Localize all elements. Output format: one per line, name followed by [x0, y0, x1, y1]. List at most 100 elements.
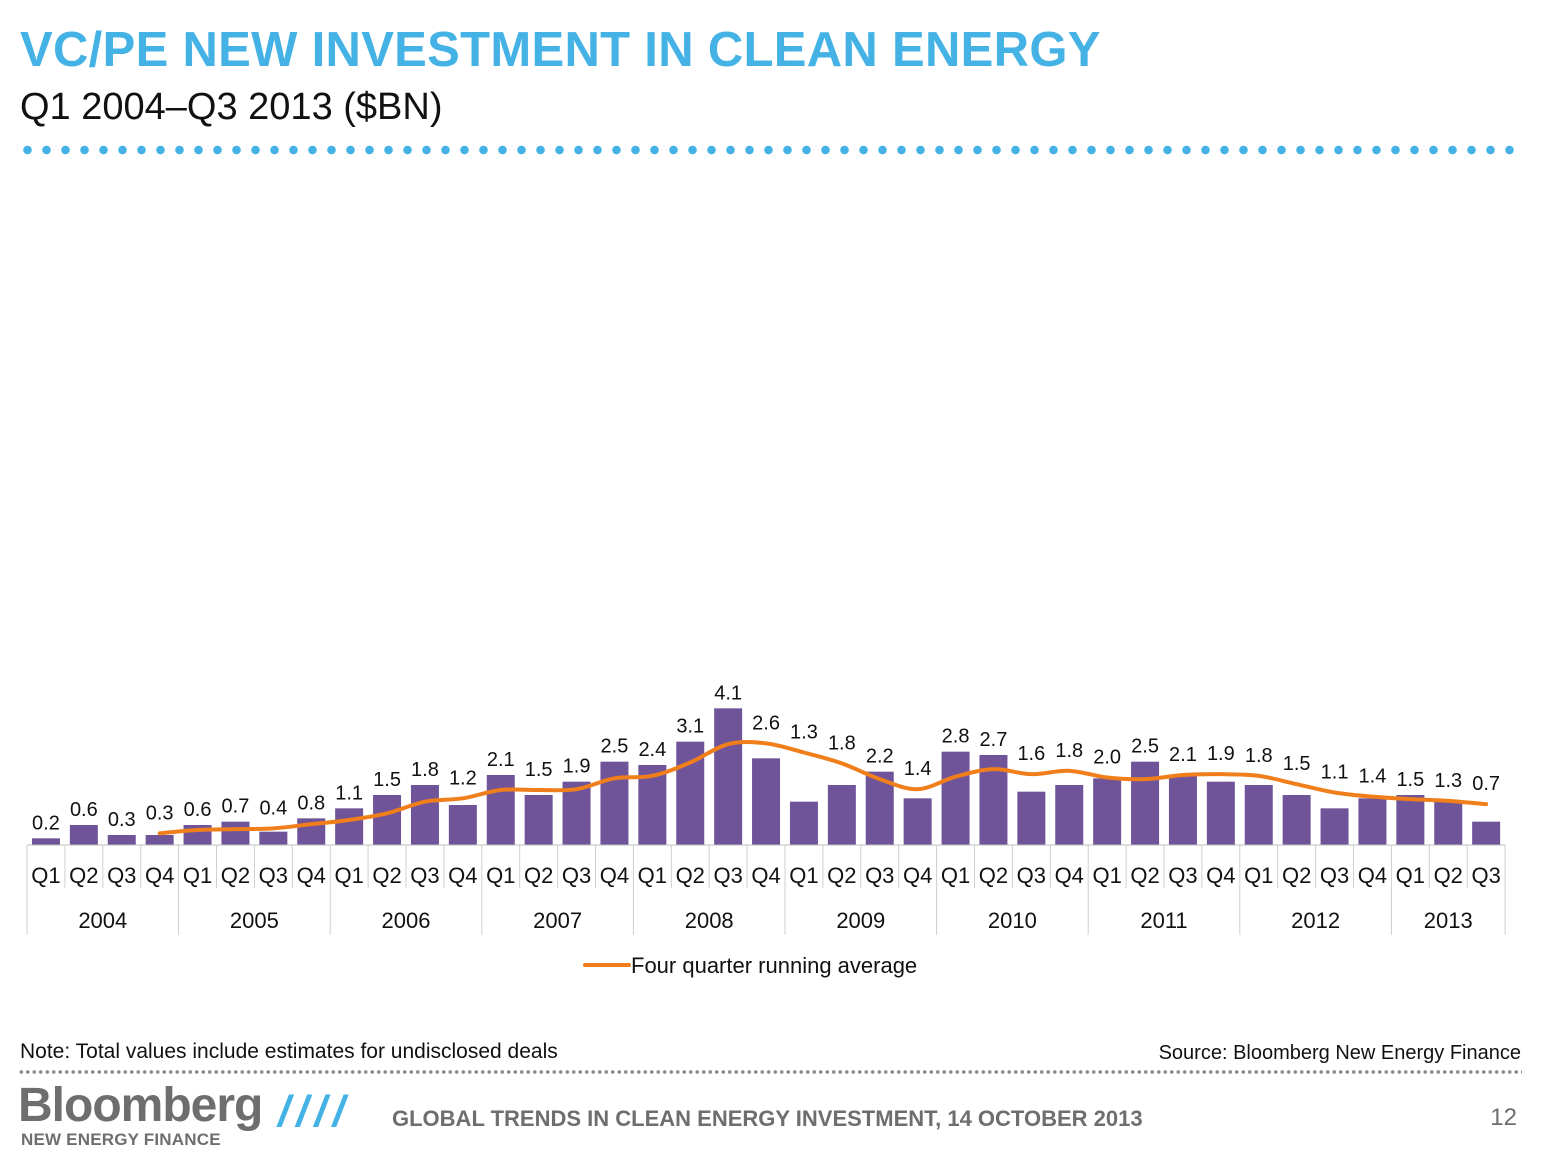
- bar: [335, 808, 364, 845]
- data-label: 2.2: [866, 746, 894, 768]
- bar: [600, 761, 629, 845]
- x-tick-label: Q4: [1055, 863, 1084, 888]
- data-label: 0.2: [32, 812, 60, 834]
- x-tick-label: Q2: [221, 863, 250, 888]
- x-tick-label: Q1: [486, 863, 515, 888]
- x-tick-label: Q1: [31, 863, 60, 888]
- data-label: 1.9: [563, 756, 591, 778]
- data-label: 2.6: [752, 712, 780, 734]
- bar: [1358, 798, 1387, 845]
- bar: [752, 758, 781, 845]
- footer-dotted-divider: [18, 1068, 1522, 1076]
- bar: [410, 785, 439, 845]
- data-label: 1.1: [335, 782, 363, 804]
- data-label: 1.4: [904, 758, 932, 780]
- x-tick-label: Q1: [183, 863, 212, 888]
- data-label: 1.8: [1245, 745, 1273, 767]
- data-label: 1.8: [828, 732, 856, 754]
- x-tick-label: Q1: [789, 863, 818, 888]
- data-label: 2.8: [942, 726, 970, 748]
- x-tick-label: Q4: [448, 863, 477, 888]
- data-label: 0.3: [146, 802, 174, 824]
- x-tick-label: Q3: [1017, 863, 1046, 888]
- bar: [1282, 795, 1311, 845]
- source-note: Source: Bloomberg New Energy Finance: [1158, 1042, 1521, 1064]
- bar: [31, 838, 60, 845]
- x-tick-label: Q4: [903, 863, 932, 888]
- data-label: 1.5: [1283, 753, 1311, 775]
- x-tick-label: Q2: [1130, 863, 1159, 888]
- year-label: 2004: [78, 908, 127, 933]
- bar: [941, 751, 970, 845]
- x-tick-label: Q3: [562, 863, 591, 888]
- x-tick-label: Q4: [297, 863, 326, 888]
- x-tick-label: Q3: [1471, 863, 1500, 888]
- year-label: 2011: [1140, 908, 1187, 933]
- bar: [221, 821, 250, 845]
- data-label: 0.6: [70, 799, 98, 821]
- x-tick-label: Q3: [410, 863, 439, 888]
- slashes-decoration: ////: [278, 1087, 351, 1136]
- data-label: 2.4: [638, 739, 666, 761]
- bar: [1396, 795, 1425, 845]
- data-label: 3.1: [676, 716, 704, 738]
- bar: [259, 831, 288, 845]
- data-label: 0.3: [108, 809, 136, 831]
- chart-title: VC/PE NEW INVESTMENT IN CLEAN ENERGY: [20, 23, 1101, 77]
- year-label: 2005: [230, 908, 279, 933]
- x-tick-label: Q3: [865, 863, 894, 888]
- x-tick-label: Q3: [713, 863, 742, 888]
- bar: [903, 798, 932, 845]
- footer-title: GLOBAL TRENDS IN CLEAN ENERGY INVESTMENT…: [392, 1106, 1143, 1131]
- data-label: 1.8: [411, 759, 439, 781]
- data-label: 1.9: [1207, 743, 1235, 765]
- data-label: 1.8: [1055, 740, 1083, 762]
- data-label: 0.7: [222, 796, 250, 818]
- bar: [448, 805, 477, 845]
- x-tick-label: Q1: [1244, 863, 1273, 888]
- x-tick-label: Q4: [1206, 863, 1235, 888]
- bar: [1055, 785, 1084, 845]
- bar: [1320, 808, 1349, 845]
- x-tick-label: Q2: [676, 863, 705, 888]
- bar: [486, 775, 515, 845]
- data-label: 1.1: [1321, 762, 1349, 784]
- x-tick-label: Q4: [751, 863, 780, 888]
- data-label: 0.4: [259, 797, 287, 819]
- bar: [1206, 781, 1235, 845]
- x-tick-label: Q3: [1168, 863, 1197, 888]
- year-label: 2006: [382, 908, 431, 933]
- data-label: 0.6: [184, 799, 212, 821]
- data-label: 1.4: [1359, 766, 1387, 788]
- year-label: 2008: [685, 908, 734, 933]
- bar: [1244, 785, 1273, 845]
- x-tick-label: Q2: [69, 863, 98, 888]
- bar: [145, 835, 174, 845]
- x-tick-label: Q1: [334, 863, 363, 888]
- x-tick-label: Q1: [941, 863, 970, 888]
- data-label: 1.5: [525, 759, 553, 781]
- bar: [1017, 791, 1046, 845]
- bar: [524, 795, 553, 845]
- footnote: Note: Total values include estimates for…: [20, 1040, 558, 1063]
- x-tick-label: Q2: [1434, 863, 1463, 888]
- bar: [1093, 778, 1122, 845]
- bar: [1472, 821, 1501, 845]
- header-dotted-divider: [18, 144, 1522, 156]
- x-tick-label: Q2: [1282, 863, 1311, 888]
- x-tick-label: Q2: [524, 863, 553, 888]
- data-label: 1.5: [1396, 769, 1424, 791]
- x-tick-label: Q2: [979, 863, 1008, 888]
- bar: [827, 785, 856, 845]
- x-tick-label: Q4: [1358, 863, 1387, 888]
- bar: [69, 825, 98, 845]
- page-number: 12: [1490, 1104, 1517, 1131]
- data-label: 0.7: [1472, 773, 1500, 795]
- x-tick-label: Q2: [372, 863, 401, 888]
- bar: [373, 795, 402, 845]
- bar: [1434, 801, 1463, 845]
- bloomberg-logo: Bloomberg: [18, 1079, 263, 1132]
- bar: [1168, 775, 1197, 845]
- x-tick-label: Q4: [600, 863, 629, 888]
- data-label: 1.3: [790, 722, 818, 744]
